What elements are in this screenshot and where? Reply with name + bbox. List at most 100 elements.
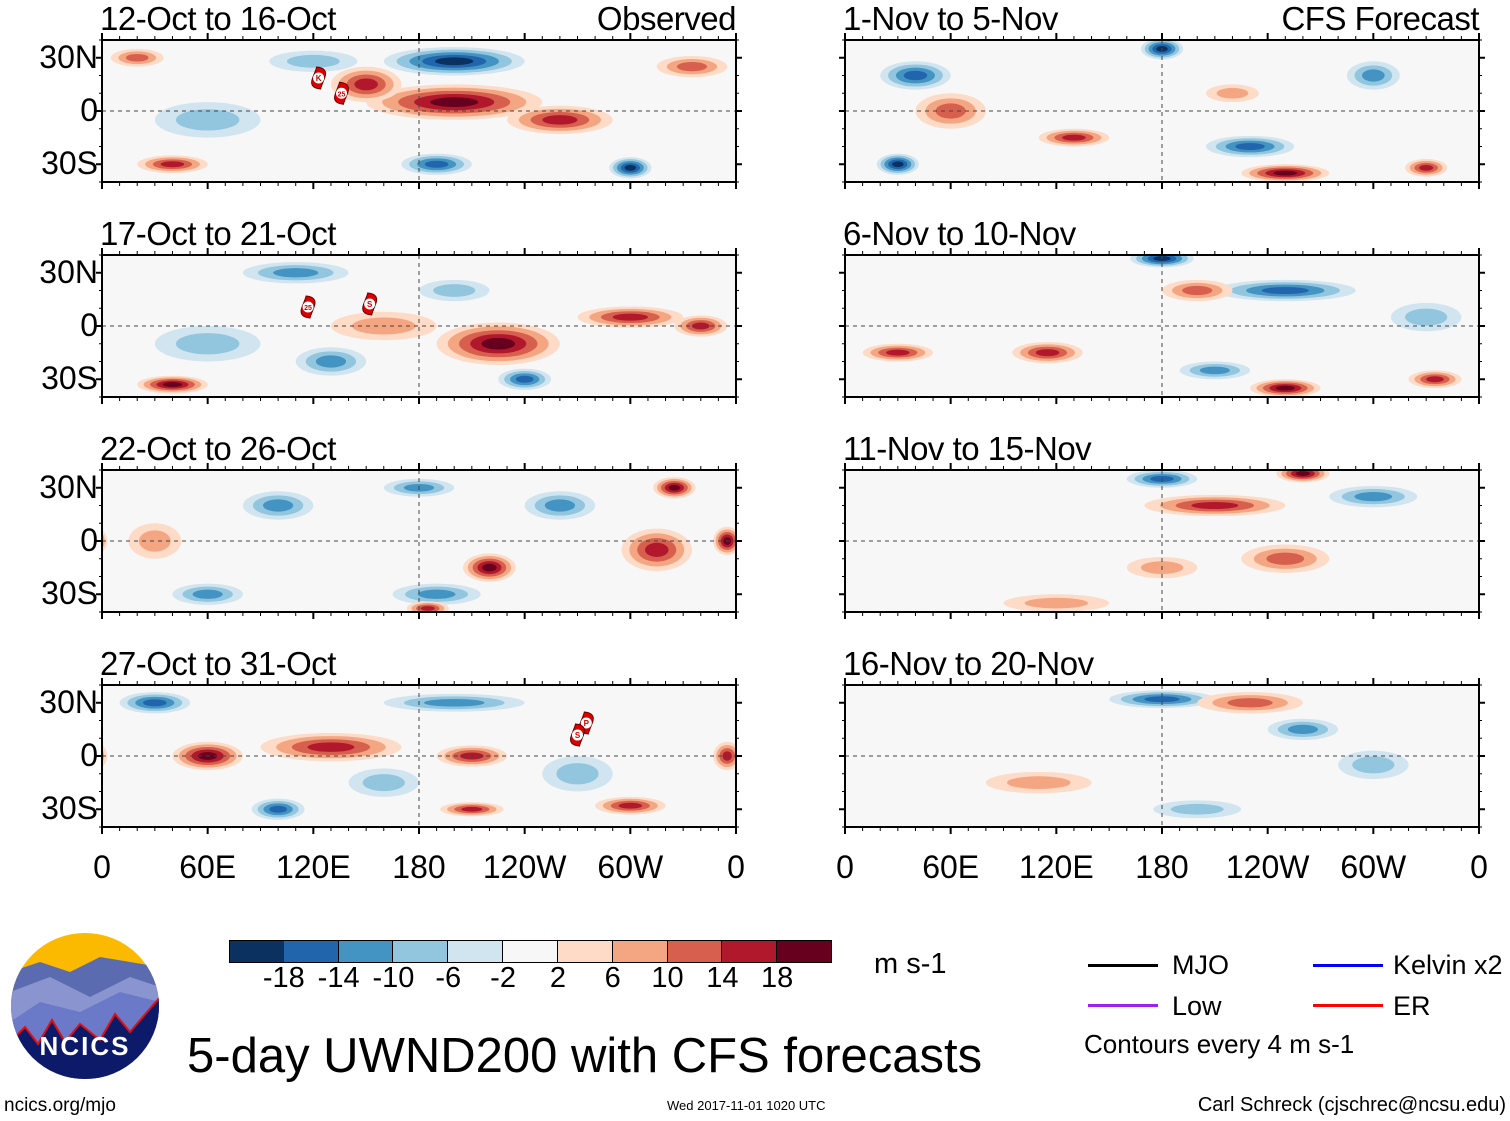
colorbar-swatch [722,940,778,963]
wind-anomaly-contour [430,97,479,107]
y-tick-label: 0 [80,522,98,558]
y-tick-label: 30N [39,253,98,290]
colorbar-swatch [283,940,339,963]
y-tick-label: 0 [80,307,98,343]
footer-timestamp: Wed 2017-11-01 1020 UTC [667,1098,826,1113]
page-title: 5-day UWND200 with CFS forecasts [187,1029,983,1083]
wind-anomaly-contour [1216,87,1249,99]
colorbar-swatch [503,940,558,963]
x-tick-label: 0 [727,849,745,885]
panel-title: 11-Nov to 15-Nov [843,430,1092,467]
wind-anomaly-contour [1007,776,1071,790]
column-label: Observed [596,0,737,37]
x-tick-label: 120W [1225,849,1310,885]
wind-anomaly-contour [886,349,910,356]
y-tick-label: 30S [41,145,98,182]
x-tick-label: 60W [597,849,664,885]
wind-anomaly-contour [1191,501,1239,510]
wind-anomaly-contour [1062,134,1086,141]
legend-low-label: Low [1172,991,1222,1021]
footer-url: ncics.org/mjo [4,1095,116,1116]
colorbar-tick-label: -6 [435,962,462,994]
panel-title: 1-Nov to 5-Nov [843,0,1058,37]
wind-anomaly-contour [1199,366,1230,375]
wind-anomaly-contour [192,589,223,599]
colorbar-tick-label: -14 [317,962,360,994]
wind-anomaly-contour [1275,385,1295,391]
wind-anomaly-contour [433,284,476,297]
map-panel: K 25 [96,33,742,189]
y-tick-label: 30N [39,468,98,505]
wind-anomaly-contour [542,115,578,125]
colorbar-swatch [448,940,504,963]
y-tick-label: 30N [39,38,98,75]
wind-anomaly-contour [1024,597,1089,609]
colorbar-swatch [777,940,832,963]
wind-anomaly-contour [269,805,287,813]
colorbar-tick-label: 6 [604,962,621,994]
storm-label: P [584,719,590,728]
wind-anomaly-contour [624,164,637,171]
wind-anomaly-contour [1405,308,1448,326]
y-tick-label: 30S [41,575,98,612]
storm-marker: S [570,723,585,747]
storm-label: K [316,74,322,83]
wind-anomaly-contour [691,322,710,330]
colorbar-tick-label: 14 [706,962,739,994]
wind-anomaly-contour [143,699,167,707]
wind-anomaly-contour [138,530,171,552]
wind-anomaly-contour [1170,803,1224,815]
map-panel: 25 S [96,248,742,404]
wind-anomaly-contour [424,698,485,707]
wind-anomaly-contour [307,742,355,752]
wind-anomaly-contour [645,542,669,557]
wind-anomaly-contour [676,62,708,72]
colorbar-swatch [229,940,285,963]
legend-mjo-line [1088,964,1158,967]
wind-anomaly-contour [1235,142,1265,151]
colorbar-swatch [557,940,613,963]
storm-marker: S [362,292,378,316]
x-tick-label: 120W [482,849,567,885]
wind-anomaly-contour [417,589,456,599]
storm-marker: 25 [300,295,316,319]
wind-anomaly-contour [362,774,405,792]
wind-anomaly-contour [544,499,575,512]
panel-title: 22-Oct to 26-Oct [100,430,336,467]
panel-title: 12-Oct to 16-Oct [100,0,336,37]
wind-anomaly-contour [1419,164,1434,171]
contour-note: Contours every 4 m s-1 [1084,1029,1355,1059]
colorbar-tick-label: -2 [490,962,516,994]
storm-label: 25 [338,91,346,98]
wind-anomaly-contour [424,160,449,168]
legend-er-line [1313,1004,1383,1007]
wind-anomaly-contour [162,382,183,387]
y-tick-label: 0 [80,92,98,128]
wind-anomaly-contour [515,375,534,383]
logo-text: NCICS [40,1031,131,1061]
wind-anomaly-contour [315,355,347,368]
x-tick-label: 0 [93,849,111,885]
colorbar-swatch [667,940,723,963]
storm-marker: K [311,66,327,90]
wind-anomaly-contour [1273,170,1298,176]
wind-anomaly-contour [556,763,599,785]
y-tick-label: 30N [39,683,98,720]
map-panel [96,463,742,619]
wind-anomaly-contour [482,563,497,572]
panel-title: 6-Nov to 10-Nov [843,215,1076,252]
colorbar-tick-label: -18 [262,962,305,994]
wind-anomaly-contour [668,484,681,491]
wind-anomaly-contour [892,161,904,168]
wind-anomaly-contour [273,268,319,278]
wind-anomaly-contour [286,54,340,68]
legend-kelvin-line [1313,964,1383,967]
map-panel [839,33,1485,189]
colorbar-swatch [612,940,668,963]
x-tick-label: 0 [836,849,854,885]
x-tick-label: 60E [179,849,237,885]
wind-anomaly-contour [1354,492,1393,502]
units-label: m s-1 [874,948,947,980]
wind-anomaly-contour [612,313,648,321]
